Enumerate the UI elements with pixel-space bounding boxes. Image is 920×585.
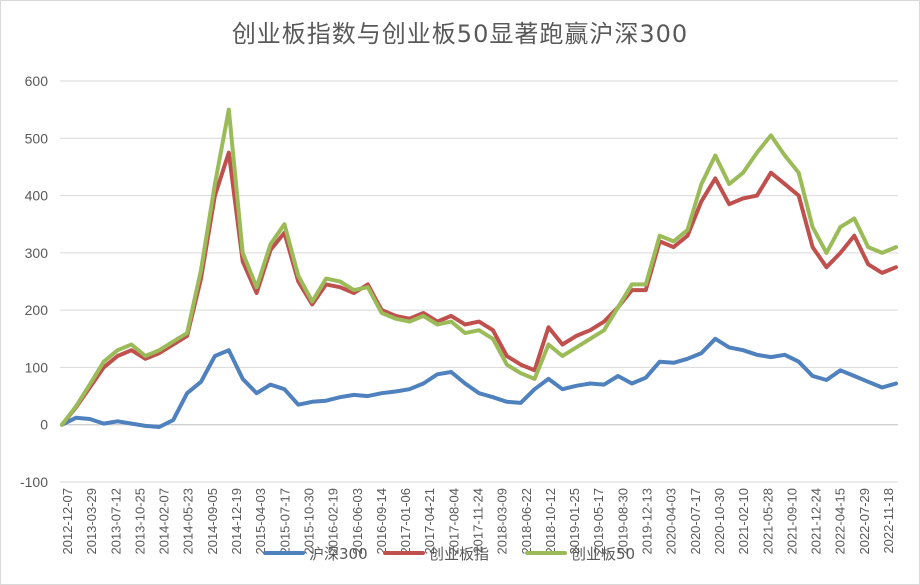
y-axis-ticks: -100 0 100 200 300 400 500 600 [20, 73, 48, 490]
x-tick-label: 2019-12-13 [640, 488, 655, 555]
legend: 沪深300 创业板指 创业板50 [263, 545, 635, 563]
y-tick-label: 500 [25, 130, 49, 146]
y-tick-label: -100 [20, 474, 48, 490]
x-tick-label: 2018-03-09 [495, 488, 510, 554]
x-tick-label: 2019-01-25 [567, 488, 582, 555]
x-tick-label: 2022-04-15 [833, 488, 848, 555]
x-tick-label: 2020-07-17 [688, 488, 703, 555]
x-tick-label: 2013-10-25 [132, 488, 147, 555]
y-tick-label: 100 [25, 359, 49, 375]
x-tick-label: 2013-07-12 [108, 488, 123, 555]
y-tick-label: 0 [40, 417, 48, 433]
x-tick-label: 2017-04-21 [422, 488, 437, 555]
x-tick-label: 2014-05-23 [181, 488, 196, 555]
x-tick-label: 2017-01-06 [398, 488, 413, 555]
legend-label: 沪深300 [309, 545, 368, 563]
x-tick-label: 2017-08-04 [446, 488, 461, 555]
series-line-1 [60, 150, 898, 427]
x-tick-label: 2014-02-07 [157, 488, 172, 555]
y-tick-label: 200 [25, 302, 49, 318]
x-tick-label: 2015-04-03 [253, 488, 268, 555]
series-line-0 [60, 336, 898, 429]
x-tick-label: 2017-11-24 [471, 488, 486, 554]
series-lines [60, 107, 898, 429]
x-tick-label: 2020-04-03 [664, 488, 679, 555]
x-tick-label: 2016-06-03 [350, 488, 365, 555]
x-tick-label: 2016-09-14 [374, 488, 389, 555]
x-tick-label: 2021-02-10 [736, 488, 751, 555]
legend-label: 创业板指 [429, 545, 489, 563]
x-tick-label: 2019-05-17 [591, 488, 606, 555]
x-tick-label: 2020-10-30 [712, 488, 727, 555]
x-tick-label: 2014-12-19 [229, 488, 244, 555]
x-tick-label: 2019-08-30 [615, 488, 630, 555]
gridlines [60, 80, 898, 483]
x-tick-label: 2012-12-07 [60, 488, 75, 555]
x-tick-label: 2014-09-05 [205, 488, 220, 555]
x-tick-label: 2021-05-28 [760, 488, 775, 555]
x-tick-label: 2015-10-30 [301, 488, 316, 555]
y-tick-label: 400 [25, 188, 49, 204]
y-tick-label: 300 [25, 245, 49, 261]
chart-title: 创业板指数与创业板50显著跑赢沪深300 [231, 20, 689, 48]
series-line-2 [60, 107, 898, 427]
x-axis-ticks: 2012-12-07 2013-03-29 2013-07-12 2013-10-25… [60, 488, 896, 555]
x-tick-label: 2018-06-22 [519, 488, 534, 555]
x-tick-label: 2018-10-12 [543, 488, 558, 555]
legend-label: 创业板50 [571, 545, 635, 563]
x-tick-label: 2021-09-10 [784, 488, 799, 555]
x-tick-label: 2021-12-24 [809, 488, 824, 555]
x-tick-label: 2016-02-19 [326, 488, 341, 555]
x-tick-label: 2022-07-29 [857, 488, 872, 555]
x-tick-label: 2022-11-18 [881, 488, 896, 554]
x-tick-label: 2015-07-17 [277, 488, 292, 555]
y-tick-label: 600 [25, 73, 49, 89]
x-tick-label: 2013-03-29 [84, 488, 99, 555]
